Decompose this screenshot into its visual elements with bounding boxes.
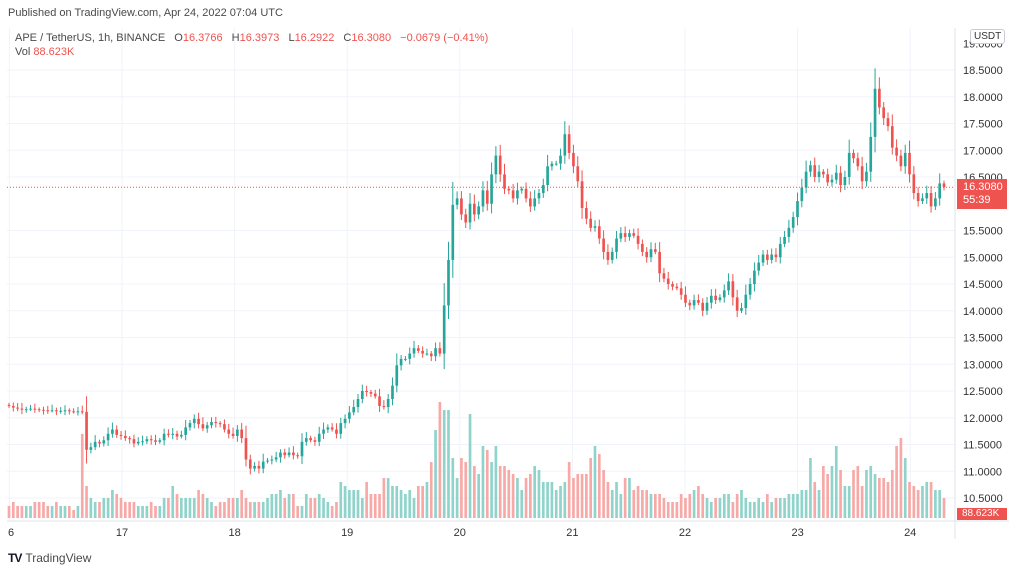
price-tick: 12.5000	[963, 386, 1003, 398]
current-price-tag: 16.3080 55:39	[957, 179, 1007, 209]
price-tick: 11.5000	[963, 440, 1002, 452]
close-label: C	[343, 32, 352, 44]
time-tick: 24	[904, 527, 916, 539]
current-price: 16.3080	[963, 181, 1003, 193]
time-tick: 23	[791, 527, 803, 539]
high-value: 16.3973	[239, 32, 280, 44]
ohlc-row: APE / TetherUS, 1h, BINANCE O16.3766 H16…	[15, 31, 488, 45]
time-tick: 19	[341, 527, 353, 539]
time-tick: 6	[8, 527, 14, 539]
published-caption: Published on TradingView.com, Apr 24, 20…	[8, 7, 283, 19]
price-tick: 14.5000	[963, 279, 1003, 291]
close-value: 16.3080	[351, 32, 392, 44]
time-tick: 22	[679, 527, 691, 539]
price-tick: 15.5000	[963, 226, 1003, 238]
chart-legend: APE / TetherUS, 1h, BINANCE O16.3766 H16…	[15, 31, 488, 59]
change-value: −0.0679 (−0.41%)	[400, 32, 489, 44]
price-tick: 17.0000	[963, 145, 1003, 157]
currency-badge[interactable]: USDT	[970, 29, 1006, 44]
symbol-title[interactable]: APE / TetherUS, 1h, BINANCE	[15, 32, 166, 44]
open-label: O	[174, 32, 183, 44]
current-volume-tag: 88.623K	[957, 508, 1007, 520]
price-tick: 11.0000	[963, 466, 1002, 478]
footer-brand[interactable]: TradingView	[25, 551, 92, 565]
volume-row: Vol 88.623K	[15, 45, 488, 59]
candles	[7, 68, 946, 475]
low-value: 16.2922	[294, 32, 335, 44]
time-tick: 18	[228, 527, 240, 539]
footer: TV TradingView	[8, 551, 91, 565]
price-tick: 13.0000	[963, 359, 1003, 371]
price-tick: 18.5000	[963, 65, 1003, 77]
price-tick: 14.0000	[963, 306, 1003, 318]
high-label: H	[231, 32, 240, 44]
price-tick: 17.5000	[963, 119, 1003, 131]
tradingview-logo-icon[interactable]: TV	[8, 551, 22, 565]
volume-bars	[7, 402, 946, 518]
open-value: 16.3766	[182, 32, 223, 44]
volume-label[interactable]: Vol	[15, 46, 31, 58]
volume-value: 88.623K	[33, 46, 75, 58]
price-tick: 15.0000	[963, 252, 1003, 264]
price-tick: 13.5000	[963, 333, 1003, 345]
time-tick: 20	[454, 527, 466, 539]
time-tick: 17	[116, 527, 128, 539]
low-label: L	[288, 32, 295, 44]
price-tick: 10.5000	[963, 493, 1003, 505]
bar-countdown: 55:39	[963, 194, 991, 206]
price-tick: 12.0000	[963, 413, 1003, 425]
price-tick: 18.0000	[963, 92, 1003, 104]
time-tick: 21	[566, 527, 578, 539]
